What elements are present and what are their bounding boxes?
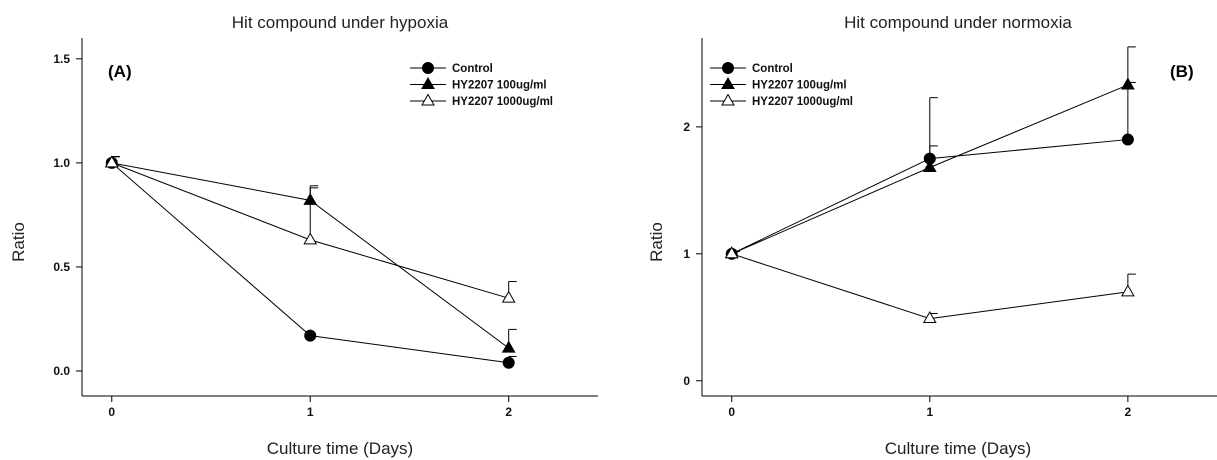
data-point [304, 329, 317, 342]
data-point [1121, 133, 1134, 146]
series-filled-circle [105, 156, 517, 369]
data-point [502, 356, 515, 369]
y-tick-label: 2 [683, 120, 690, 134]
legend-marker [721, 76, 735, 89]
legend-entry: Control [410, 62, 493, 75]
data-point [1121, 77, 1135, 90]
legend-label: HY2207 100ug/ml [752, 80, 847, 92]
data-point [724, 246, 739, 259]
chart-hypoxia: Hit compound under hypoxia Culture time … [9, 13, 598, 458]
y-tick-label: 0.0 [53, 364, 70, 378]
series-line [731, 253, 1128, 320]
x-tick-label: 1 [307, 405, 314, 419]
legend-label: HY2207 100ug/ml [452, 80, 547, 92]
legend-marker [722, 62, 734, 74]
y-axis-label: Ratio [647, 222, 666, 262]
chart-title: Hit compound under hypoxia [232, 13, 449, 32]
panel-label: (A) [108, 62, 132, 81]
legend-entry: HY2207 1000ug/ml [410, 93, 553, 108]
y-axis-label: Ratio [9, 222, 28, 262]
x-tick-label: 0 [108, 405, 115, 419]
x-tick-label: 2 [1125, 405, 1132, 419]
y-tick-label: 0 [683, 374, 690, 388]
x-tick-label: 2 [505, 405, 512, 419]
chart-normoxia: Hit compound under normoxia Culture time… [647, 13, 1217, 458]
legend-marker [421, 93, 435, 106]
legend-entry: HY2207 100ug/ml [710, 76, 847, 92]
x-tick-label: 1 [926, 405, 933, 419]
legend-marker [422, 62, 434, 74]
data-point [104, 155, 119, 168]
legend-label: HY2207 1000ug/ml [752, 96, 853, 108]
data-point [303, 232, 318, 245]
x-axis-label: Culture time (Days) [885, 439, 1031, 458]
data-point [501, 340, 516, 353]
legend-marker [421, 76, 435, 89]
data-point [922, 159, 937, 172]
legend-label: Control [752, 63, 793, 75]
series-filled-triangle [104, 155, 517, 353]
legend-label: Control [452, 63, 493, 75]
y-tick-label: 1.0 [53, 156, 70, 170]
data-point [922, 311, 937, 324]
data-point [1121, 284, 1135, 297]
chart-title: Hit compound under normoxia [844, 13, 1072, 32]
legend-label: HY2207 1000ug/ml [452, 96, 553, 108]
y-tick-label: 1.5 [53, 52, 70, 66]
x-tick-label: 0 [728, 405, 735, 419]
panel-label: (B) [1170, 62, 1194, 81]
series-open-triangle [104, 155, 517, 303]
x-axis-label: Culture time (Days) [267, 439, 413, 458]
y-tick-label: 1 [683, 247, 690, 261]
legend-entry: Control [710, 62, 793, 75]
series-open-triangle [724, 246, 1136, 324]
data-point [501, 290, 516, 303]
legend-marker [721, 93, 735, 106]
y-tick-label: 0.5 [53, 260, 70, 274]
legend-entry: HY2207 1000ug/ml [710, 93, 853, 108]
legend-entry: HY2207 100ug/ml [410, 76, 547, 92]
